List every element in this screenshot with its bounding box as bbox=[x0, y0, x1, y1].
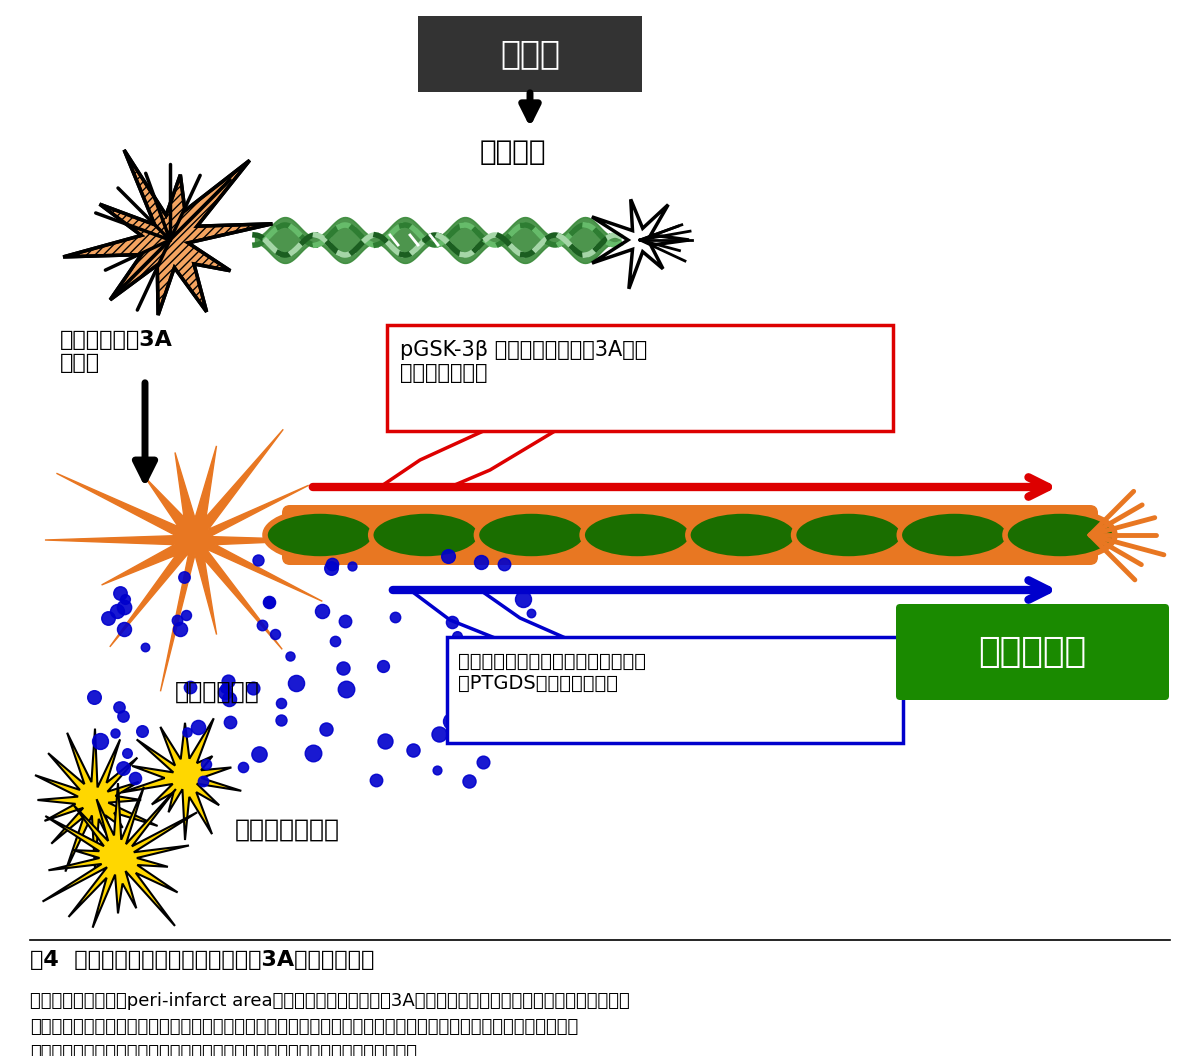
FancyBboxPatch shape bbox=[282, 505, 1098, 565]
Ellipse shape bbox=[265, 511, 374, 559]
FancyBboxPatch shape bbox=[446, 637, 904, 743]
Text: pGSK-3β 等のセマフォリン3A関連
シグナル蛋白群: pGSK-3β 等のセマフォリン3A関連 シグナル蛋白群 bbox=[400, 340, 647, 383]
Text: （青矢印）を介して、慢性期の軸索再生やラットの運動機能回復が促進される。: （青矢印）を介して、慢性期の軸索再生やラットの運動機能回復が促進される。 bbox=[30, 1044, 418, 1056]
FancyBboxPatch shape bbox=[386, 325, 893, 431]
Polygon shape bbox=[121, 718, 241, 840]
Text: セマフォリン3A
を阻害: セマフォリン3A を阻害 bbox=[60, 329, 173, 373]
Ellipse shape bbox=[582, 511, 692, 559]
Text: アストロサイト由来のエクソソーム
（PTGDS）を介した効果: アストロサイト由来のエクソソーム （PTGDS）を介した効果 bbox=[458, 652, 646, 693]
Text: 伝達系（赤矢印）を調節し、また、アストロサイトの活性化やアストロサイトから分泌されるエクソソームの制御: 伝達系（赤矢印）を調節し、また、アストロサイトの活性化やアストロサイトから分泌さ… bbox=[30, 1018, 578, 1036]
Text: アストロサイト: アストロサイト bbox=[235, 818, 340, 842]
Text: 軸索損傷: 軸索損傷 bbox=[480, 138, 546, 166]
Polygon shape bbox=[64, 150, 272, 315]
Ellipse shape bbox=[899, 511, 1009, 559]
Polygon shape bbox=[42, 784, 197, 927]
Text: エクソソーム: エクソソーム bbox=[175, 680, 259, 704]
Ellipse shape bbox=[476, 511, 587, 559]
FancyBboxPatch shape bbox=[896, 604, 1169, 700]
Ellipse shape bbox=[793, 511, 904, 559]
Polygon shape bbox=[44, 430, 324, 692]
Polygon shape bbox=[35, 729, 157, 871]
Ellipse shape bbox=[688, 511, 798, 559]
Ellipse shape bbox=[1006, 511, 1115, 559]
Text: 軸索再生！: 軸索再生！ bbox=[978, 635, 1086, 670]
Text: 脳梗塞: 脳梗塞 bbox=[500, 38, 560, 71]
Text: 図4  脳梗塞後におけるセマフォリン3A阻害薬の効果: 図4 脳梗塞後におけるセマフォリン3A阻害薬の効果 bbox=[30, 950, 374, 970]
FancyBboxPatch shape bbox=[418, 16, 642, 92]
Ellipse shape bbox=[371, 511, 481, 559]
Text: 脳梗塞後亜急性期のperi-infarct areaに発現するセマフォリン3Aの機能を阻害することで、神経細胞内の情報: 脳梗塞後亜急性期のperi-infarct areaに発現するセマフォリン3Aの… bbox=[30, 992, 630, 1010]
